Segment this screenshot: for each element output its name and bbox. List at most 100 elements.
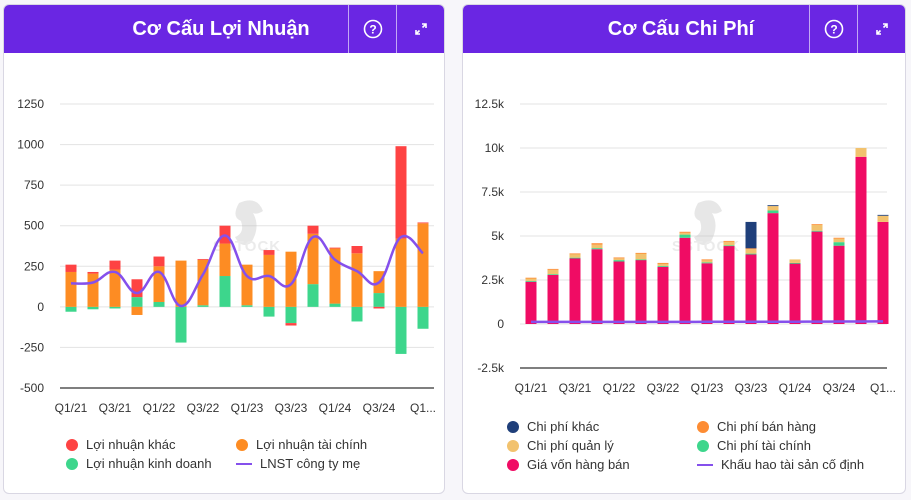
bar-segment[interactable] bbox=[701, 259, 713, 261]
bar-segment[interactable] bbox=[329, 303, 341, 307]
help-button[interactable]: ? bbox=[809, 5, 857, 53]
bar-segment[interactable] bbox=[395, 146, 407, 239]
bar-segment[interactable] bbox=[307, 233, 319, 285]
bar-segment[interactable] bbox=[219, 276, 231, 307]
bar-segment[interactable] bbox=[877, 214, 889, 216]
legend-item[interactable]: LNST công ty mẹ bbox=[236, 456, 360, 471]
bar-segment[interactable] bbox=[745, 253, 757, 255]
bar-segment[interactable] bbox=[701, 263, 713, 324]
bar-segment[interactable] bbox=[745, 254, 757, 324]
bar-segment[interactable] bbox=[197, 258, 209, 260]
expand-button[interactable] bbox=[857, 5, 905, 53]
bar-segment[interactable] bbox=[569, 253, 581, 258]
help-button[interactable]: ? bbox=[348, 5, 396, 53]
bar-segment[interactable] bbox=[87, 306, 99, 310]
bar-segment[interactable] bbox=[591, 248, 603, 250]
bar-segment[interactable] bbox=[285, 251, 297, 307]
bar-segment[interactable] bbox=[767, 205, 779, 207]
bar-segment[interactable] bbox=[373, 306, 385, 309]
legend-item[interactable]: Lợi nhuận kinh doanh bbox=[66, 456, 212, 471]
bar-segment[interactable] bbox=[131, 306, 143, 315]
bar-segment[interactable] bbox=[745, 248, 757, 250]
bar-segment[interactable] bbox=[131, 279, 143, 298]
bar-segment[interactable] bbox=[547, 274, 559, 275]
bar-segment[interactable] bbox=[679, 232, 691, 235]
bar-segment[interactable] bbox=[87, 271, 99, 274]
bar-segment[interactable] bbox=[657, 266, 669, 324]
bar-segment[interactable] bbox=[285, 306, 297, 324]
bar-segment[interactable] bbox=[153, 266, 165, 302]
bar-segment[interactable] bbox=[525, 278, 537, 281]
bar-segment[interactable] bbox=[417, 222, 429, 224]
bar-segment[interactable] bbox=[417, 223, 429, 307]
legend-item[interactable]: Chi phí bán hàng bbox=[697, 419, 816, 434]
legend-item[interactable]: Chi phí tài chính bbox=[697, 438, 811, 453]
legend-item[interactable]: Chi phí quản lý bbox=[507, 438, 614, 453]
bar-segment[interactable] bbox=[547, 269, 559, 275]
bar-segment[interactable] bbox=[723, 240, 735, 242]
bar-segment[interactable] bbox=[811, 231, 823, 324]
bar-segment[interactable] bbox=[329, 247, 341, 249]
bar-segment[interactable] bbox=[525, 281, 537, 324]
bar-segment[interactable] bbox=[679, 231, 691, 233]
bar-segment[interactable] bbox=[833, 238, 845, 243]
series-line[interactable] bbox=[531, 320, 884, 324]
expand-button[interactable] bbox=[396, 5, 444, 53]
bar-segment[interactable] bbox=[65, 264, 77, 272]
bar-segment[interactable] bbox=[65, 271, 77, 307]
bar-segment[interactable] bbox=[175, 260, 187, 307]
legend-item[interactable]: Giá vốn hàng bán bbox=[507, 457, 630, 472]
bar-segment[interactable] bbox=[241, 305, 253, 307]
bar-segment[interactable] bbox=[679, 234, 691, 238]
bar-segment[interactable] bbox=[833, 245, 845, 324]
bar-segment[interactable] bbox=[635, 259, 647, 261]
bar-segment[interactable] bbox=[241, 264, 253, 306]
bar-segment[interactable] bbox=[833, 237, 845, 239]
bar-segment[interactable] bbox=[569, 257, 581, 259]
legend-item[interactable]: Chi phí khác bbox=[507, 419, 599, 434]
bar-segment[interactable] bbox=[197, 305, 209, 307]
bar-segment[interactable] bbox=[811, 224, 823, 231]
bar-segment[interactable] bbox=[263, 250, 275, 255]
bar-segment[interactable] bbox=[789, 263, 801, 324]
bar-segment[interactable] bbox=[657, 262, 669, 264]
bar-segment[interactable] bbox=[131, 297, 143, 307]
bar-segment[interactable] bbox=[153, 256, 165, 267]
bar-segment[interactable] bbox=[635, 253, 647, 260]
bar-segment[interactable] bbox=[613, 261, 625, 324]
bar-segment[interactable] bbox=[417, 306, 429, 329]
bar-segment[interactable] bbox=[109, 306, 121, 309]
bar-segment[interactable] bbox=[723, 245, 735, 247]
bar-segment[interactable] bbox=[395, 306, 407, 354]
bar-segment[interactable] bbox=[175, 306, 187, 343]
bar-segment[interactable] bbox=[767, 213, 779, 324]
bar-segment[interactable] bbox=[767, 206, 779, 211]
bar-segment[interactable] bbox=[569, 258, 581, 324]
bar-segment[interactable] bbox=[635, 252, 647, 254]
bar-segment[interactable] bbox=[833, 242, 845, 246]
series-line[interactable] bbox=[70, 234, 424, 308]
bar-segment[interactable] bbox=[307, 225, 319, 234]
bar-segment[interactable] bbox=[745, 221, 757, 249]
legend-item[interactable]: Lợi nhuận khác bbox=[66, 437, 175, 452]
bar-segment[interactable] bbox=[701, 259, 713, 263]
bar-segment[interactable] bbox=[613, 258, 625, 261]
bar-segment[interactable] bbox=[197, 259, 209, 306]
bar-segment[interactable] bbox=[877, 215, 889, 222]
bar-segment[interactable] bbox=[745, 249, 757, 254]
bar-segment[interactable] bbox=[569, 253, 581, 255]
bar-segment[interactable] bbox=[351, 246, 363, 254]
legend-item[interactable]: Lợi nhuận tài chính bbox=[236, 437, 367, 452]
bar-segment[interactable] bbox=[877, 221, 889, 324]
bar-segment[interactable] bbox=[329, 248, 341, 304]
bar-segment[interactable] bbox=[285, 323, 297, 326]
bar-segment[interactable] bbox=[591, 244, 603, 249]
bar-segment[interactable] bbox=[307, 284, 319, 307]
bar-segment[interactable] bbox=[811, 230, 823, 232]
bar-segment[interactable] bbox=[657, 263, 669, 266]
bar-segment[interactable] bbox=[723, 245, 735, 324]
bar-segment[interactable] bbox=[65, 306, 77, 312]
bar-segment[interactable] bbox=[723, 241, 735, 246]
bar-segment[interactable] bbox=[811, 224, 823, 226]
bar-segment[interactable] bbox=[635, 259, 647, 324]
